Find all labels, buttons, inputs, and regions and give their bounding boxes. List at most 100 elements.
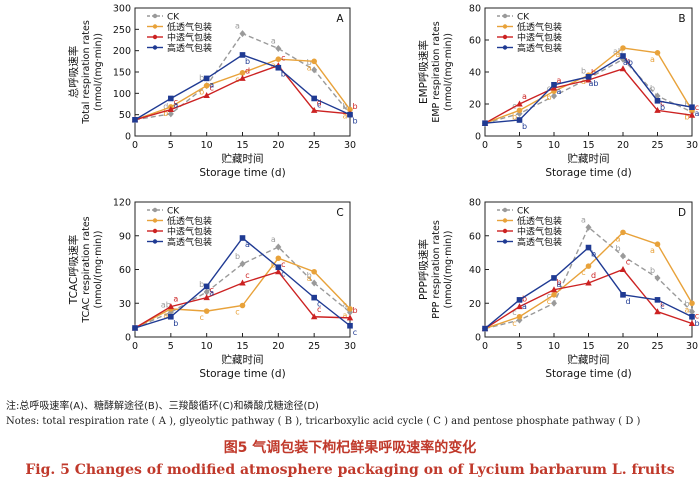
legend-marker — [152, 45, 158, 50]
x-tick-label: 5 — [168, 341, 174, 352]
x-tick-label: 10 — [201, 341, 213, 352]
legend-label: 中透气包装 — [517, 32, 562, 44]
x-tick-label: 30 — [344, 140, 356, 151]
legend-marker — [502, 207, 508, 213]
legend-marker — [152, 239, 158, 244]
legend-label: 低透气包装 — [167, 215, 212, 227]
data-point — [203, 91, 210, 98]
data-point — [167, 106, 175, 113]
data-point — [239, 74, 246, 81]
significance-label: a — [307, 274, 312, 283]
significance-label: b — [660, 103, 665, 112]
x-tick-label: 10 — [548, 341, 560, 352]
significance-label: a — [685, 305, 690, 314]
x-tick-label: 15 — [582, 140, 594, 151]
data-point — [654, 274, 661, 282]
data-point — [168, 95, 174, 102]
legend-marker — [502, 228, 508, 234]
y-tick-label: 80 — [469, 198, 481, 209]
data-point — [585, 244, 592, 251]
data-point — [239, 235, 246, 241]
legend-label: 中透气包装 — [167, 32, 212, 44]
data-point — [275, 45, 282, 53]
significance-label: c — [581, 268, 585, 277]
significance-label: b — [352, 306, 357, 315]
x-tick-label: 0 — [132, 341, 138, 352]
data-point — [516, 107, 523, 114]
data-point — [275, 268, 282, 275]
significance-label: b — [684, 300, 689, 309]
data-point — [585, 223, 592, 231]
significance-label: c — [245, 271, 249, 280]
significance-label: b — [163, 109, 168, 118]
significance-label: a — [271, 37, 276, 46]
panel-label: B — [678, 13, 685, 25]
data-point — [347, 111, 353, 118]
x-tick-label: 5 — [516, 140, 522, 151]
chart-panel-b: 0 20 40 60 80 0 5 10 15 20 25 30 贮藏时间 Storage time (d… — [417, 4, 700, 180]
significance-label: b — [650, 84, 655, 93]
significance-label: a — [343, 112, 348, 121]
data-point — [551, 299, 557, 307]
y-tick-label: 0 — [475, 132, 481, 143]
y-tick-label: 0 — [125, 333, 131, 344]
x-tick-label: 5 — [168, 140, 174, 151]
panel-label: A — [336, 13, 344, 25]
chart-panel-a: 0 50 100 150 200 250 300 0 5 10 15 20 25 30 贮藏时间 Storag… — [67, 4, 358, 180]
significance-label: c — [660, 302, 664, 311]
significance-label: d — [245, 66, 250, 75]
chart-panel-c: 0 30 60 90 120 0 5 10 15 20 25 30 贮藏时间 Storage time (… — [67, 198, 358, 381]
significance-label: c — [660, 300, 664, 309]
panel-label: D — [678, 207, 686, 219]
data-point — [311, 279, 318, 287]
significance-label: a — [581, 215, 586, 224]
y-tick-label: 40 — [469, 68, 481, 79]
significance-label: a — [163, 311, 168, 320]
significance-label: b — [694, 319, 699, 328]
data-point — [551, 275, 557, 281]
significance-label: c — [512, 319, 516, 328]
data-point — [654, 106, 661, 113]
data-point — [688, 320, 696, 326]
y-tick-label: 20 — [469, 299, 481, 310]
significance-label: c — [547, 297, 551, 306]
significance-label: a — [271, 235, 276, 244]
data-point — [311, 58, 317, 65]
significance-label: b — [307, 271, 312, 280]
data-point — [203, 308, 210, 314]
y-axis-label-en: TCAC respiration rates — [81, 216, 92, 323]
data-point — [275, 56, 282, 62]
significance-label: d — [625, 297, 630, 306]
data-point — [311, 66, 318, 74]
x-tick-label: 30 — [344, 341, 356, 352]
data-point — [654, 297, 661, 303]
y-tick-label: 50 — [119, 110, 131, 121]
significance-label: b — [173, 319, 178, 328]
significance-label: b — [581, 66, 586, 75]
y-tick-label: 30 — [119, 299, 131, 310]
legend-label: 高透气包装 — [167, 42, 212, 54]
significance-label: b — [199, 280, 204, 289]
significance-label: c — [235, 308, 239, 317]
significance-label: c — [547, 84, 551, 93]
significance-label: b — [307, 58, 312, 67]
x-tick-label: 0 — [132, 140, 138, 151]
data-point — [310, 106, 318, 113]
panel-label: C — [336, 207, 343, 219]
significance-label: b — [650, 266, 655, 275]
legend-marker — [502, 45, 508, 50]
data-point — [516, 313, 523, 320]
significance-label: a — [522, 92, 527, 101]
y-axis-label-cn: 总呼吸速率 — [67, 46, 80, 99]
significance-label: a — [209, 288, 214, 297]
significance-label: a — [557, 87, 562, 96]
data-point — [585, 74, 592, 80]
significance-label: a — [343, 311, 348, 320]
significance-label: ab — [589, 79, 599, 88]
legend-marker — [152, 228, 158, 234]
x-axis-label-en: Storage time (d) — [199, 368, 285, 380]
significance-label: b — [342, 102, 347, 111]
x-tick-label: 20 — [272, 341, 284, 352]
legend-label: 高透气包装 — [517, 42, 562, 54]
data-point — [585, 279, 592, 286]
